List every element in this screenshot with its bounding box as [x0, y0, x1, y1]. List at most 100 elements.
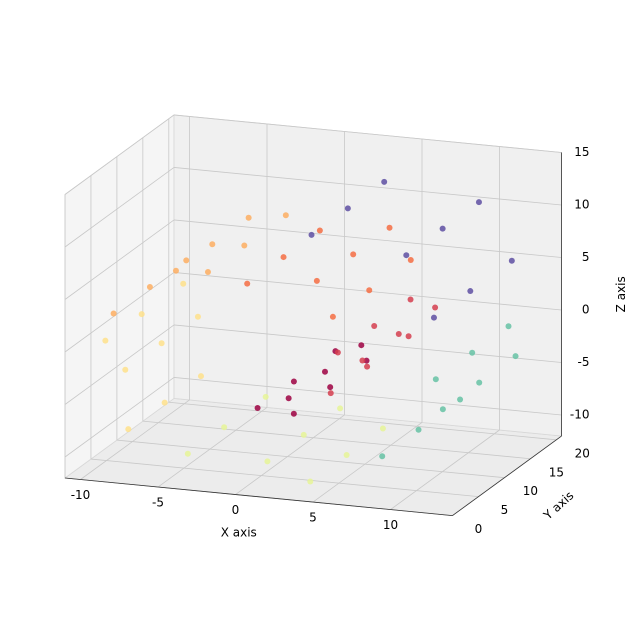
- grid-line: [173, 219, 562, 258]
- point: [337, 405, 344, 412]
- point: [327, 384, 334, 391]
- point: [327, 390, 334, 397]
- grid-line: [168, 401, 557, 441]
- point: [386, 224, 393, 231]
- x-tick-label: -10: [71, 488, 91, 502]
- point: [508, 257, 515, 264]
- grid-line: [64, 377, 175, 458]
- z-axis-label: Z axis: [614, 276, 628, 312]
- y-tick-label: 0: [475, 522, 483, 536]
- grid-line: [64, 114, 175, 195]
- point: [282, 212, 289, 219]
- point: [371, 323, 378, 330]
- point: [475, 199, 482, 206]
- point: [110, 310, 117, 317]
- point: [316, 227, 323, 234]
- point: [197, 373, 204, 380]
- point: [467, 288, 474, 295]
- point: [430, 314, 437, 321]
- point: [194, 313, 201, 320]
- point: [364, 363, 371, 370]
- point: [457, 396, 464, 403]
- point: [254, 404, 261, 411]
- point: [407, 256, 414, 263]
- point: [359, 357, 366, 364]
- point: [138, 311, 145, 318]
- x-tick-label: 5: [309, 511, 317, 525]
- point: [439, 225, 446, 232]
- x-tick-label: -5: [152, 496, 164, 510]
- point: [469, 349, 476, 356]
- point: [512, 353, 519, 360]
- point: [366, 287, 373, 294]
- point: [241, 242, 248, 249]
- point: [204, 269, 211, 276]
- z-tick-label: 10: [574, 198, 589, 212]
- y-tick-label: 5: [501, 503, 509, 517]
- point: [285, 395, 292, 402]
- point: [264, 458, 271, 465]
- point: [344, 205, 351, 212]
- point: [395, 331, 402, 338]
- grid-line: [142, 420, 531, 460]
- point: [290, 410, 297, 417]
- point: [262, 393, 269, 400]
- y-axis-label: Y axis: [540, 488, 576, 523]
- point: [244, 280, 251, 287]
- z-tick-label: 0: [582, 303, 590, 317]
- point: [505, 323, 512, 330]
- point: [329, 313, 336, 320]
- grid-line: [64, 167, 175, 248]
- point: [307, 478, 314, 485]
- point: [405, 333, 412, 340]
- point: [184, 450, 191, 457]
- grid-line: [173, 377, 562, 416]
- point: [476, 379, 483, 386]
- point: [350, 251, 357, 258]
- point: [379, 425, 386, 432]
- point: [415, 426, 422, 433]
- grid-line: [173, 114, 562, 153]
- z-tick-label: 5: [582, 250, 590, 264]
- point: [146, 283, 153, 290]
- grid-line: [312, 422, 423, 503]
- grid-line: [235, 414, 345, 495]
- grid-line: [173, 324, 562, 363]
- axis-line: [452, 435, 562, 516]
- grid-line: [90, 458, 479, 498]
- point: [209, 241, 216, 248]
- point: [439, 406, 446, 413]
- x-tick-label: 10: [383, 518, 398, 532]
- point: [432, 376, 439, 383]
- point: [321, 368, 328, 375]
- point: [343, 452, 350, 459]
- grid-line: [157, 407, 268, 488]
- point: [381, 178, 388, 185]
- point: [290, 378, 297, 385]
- point: [403, 252, 410, 259]
- back-pane: [173, 114, 562, 437]
- point: [358, 342, 365, 349]
- point: [158, 340, 165, 347]
- point: [313, 277, 320, 284]
- point: [180, 280, 187, 287]
- grid-line: [116, 439, 505, 479]
- x-axis-label: X axis: [221, 525, 257, 539]
- grid-line: [64, 219, 175, 300]
- point: [300, 431, 307, 438]
- point: [432, 304, 439, 311]
- point: [245, 214, 252, 221]
- point: [280, 254, 287, 261]
- point: [102, 337, 109, 344]
- point: [308, 231, 315, 238]
- y-tick-label: 20: [575, 446, 590, 460]
- grid-line: [64, 324, 175, 405]
- point: [122, 366, 129, 373]
- grid-line: [64, 272, 175, 353]
- grid-line: [390, 429, 500, 510]
- y-tick-label: 10: [523, 484, 538, 498]
- point: [161, 399, 168, 406]
- point: [221, 424, 228, 431]
- point: [125, 426, 132, 433]
